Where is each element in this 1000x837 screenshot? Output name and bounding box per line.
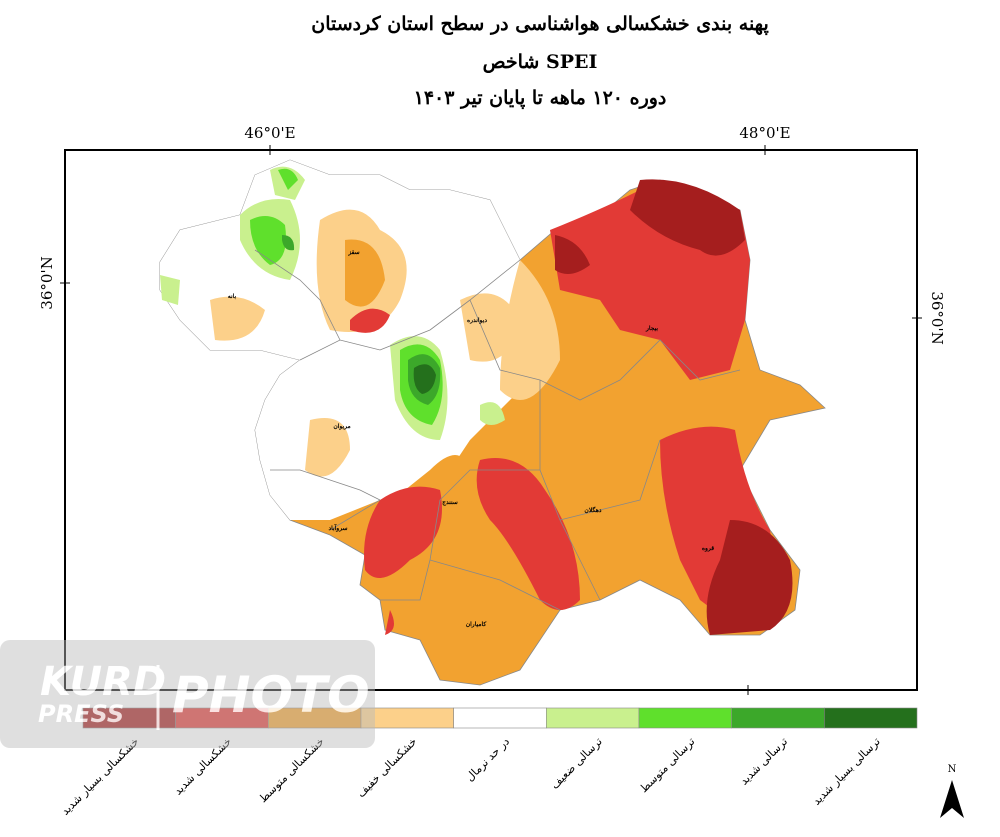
city-label: سقز	[347, 249, 359, 256]
city-label: بانه	[228, 293, 237, 300]
city-label: دهگلان	[584, 506, 601, 514]
city-label: دیواندره	[467, 317, 487, 324]
map-body: بانه سقز دیواندره بیجار مریوان سنندج دهگ…	[60, 145, 922, 695]
city-label: قروه	[702, 545, 714, 552]
extreme-zone	[555, 179, 793, 635]
legend-label: در حد نرمال	[463, 735, 512, 784]
coord-label: 46°0'E	[244, 124, 295, 142]
map-period: دوره ۱۲۰ ماهه تا پایان تیر ۱۴۰۳	[414, 87, 667, 109]
legend-swatch	[546, 707, 640, 729]
coord-label: 48°0'E	[739, 124, 790, 142]
moderate-zone	[345, 239, 470, 528]
legend-swatch	[638, 707, 732, 729]
watermark-text: KURD	[40, 659, 166, 705]
legend-swatch	[453, 707, 547, 729]
mild-zone	[210, 209, 560, 477]
legend-swatch	[824, 707, 918, 729]
legend-label: ترسالی ضعیف	[548, 735, 605, 792]
legend-label: ترسالی شدید	[737, 735, 790, 788]
map-title: پهنه بندی خشکسالی هواشناسی در سطح استان …	[311, 13, 768, 35]
city-label: بیجار	[645, 325, 658, 332]
city-label: سنندج	[442, 499, 458, 506]
watermark-box	[0, 640, 375, 748]
county-borders	[254, 249, 741, 611]
watermark-text: PHOTO	[172, 666, 370, 724]
coord-label: 36°0'N	[38, 256, 56, 309]
north-arrow: N	[940, 764, 964, 818]
legend-label: ترسالی بسیار شدید	[810, 735, 883, 808]
wet-zone-extreme	[413, 364, 436, 394]
map-subtitle: شاخص SPEI	[483, 51, 598, 73]
city-label: مریوان	[333, 423, 350, 430]
city-label: کامیاران	[466, 621, 487, 628]
north-label: N	[948, 764, 957, 775]
watermark: KURD PRESS PHOTO	[0, 640, 375, 748]
coord-label: 36°0'N	[928, 291, 946, 344]
city-label: سروآباد	[328, 524, 347, 532]
watermark-text: PRESS	[38, 700, 124, 728]
north-arrow-icon	[940, 780, 964, 818]
legend-swatch	[731, 707, 825, 729]
legend-label: ترسالی متوسط	[637, 735, 697, 795]
severe-zone	[350, 190, 780, 635]
